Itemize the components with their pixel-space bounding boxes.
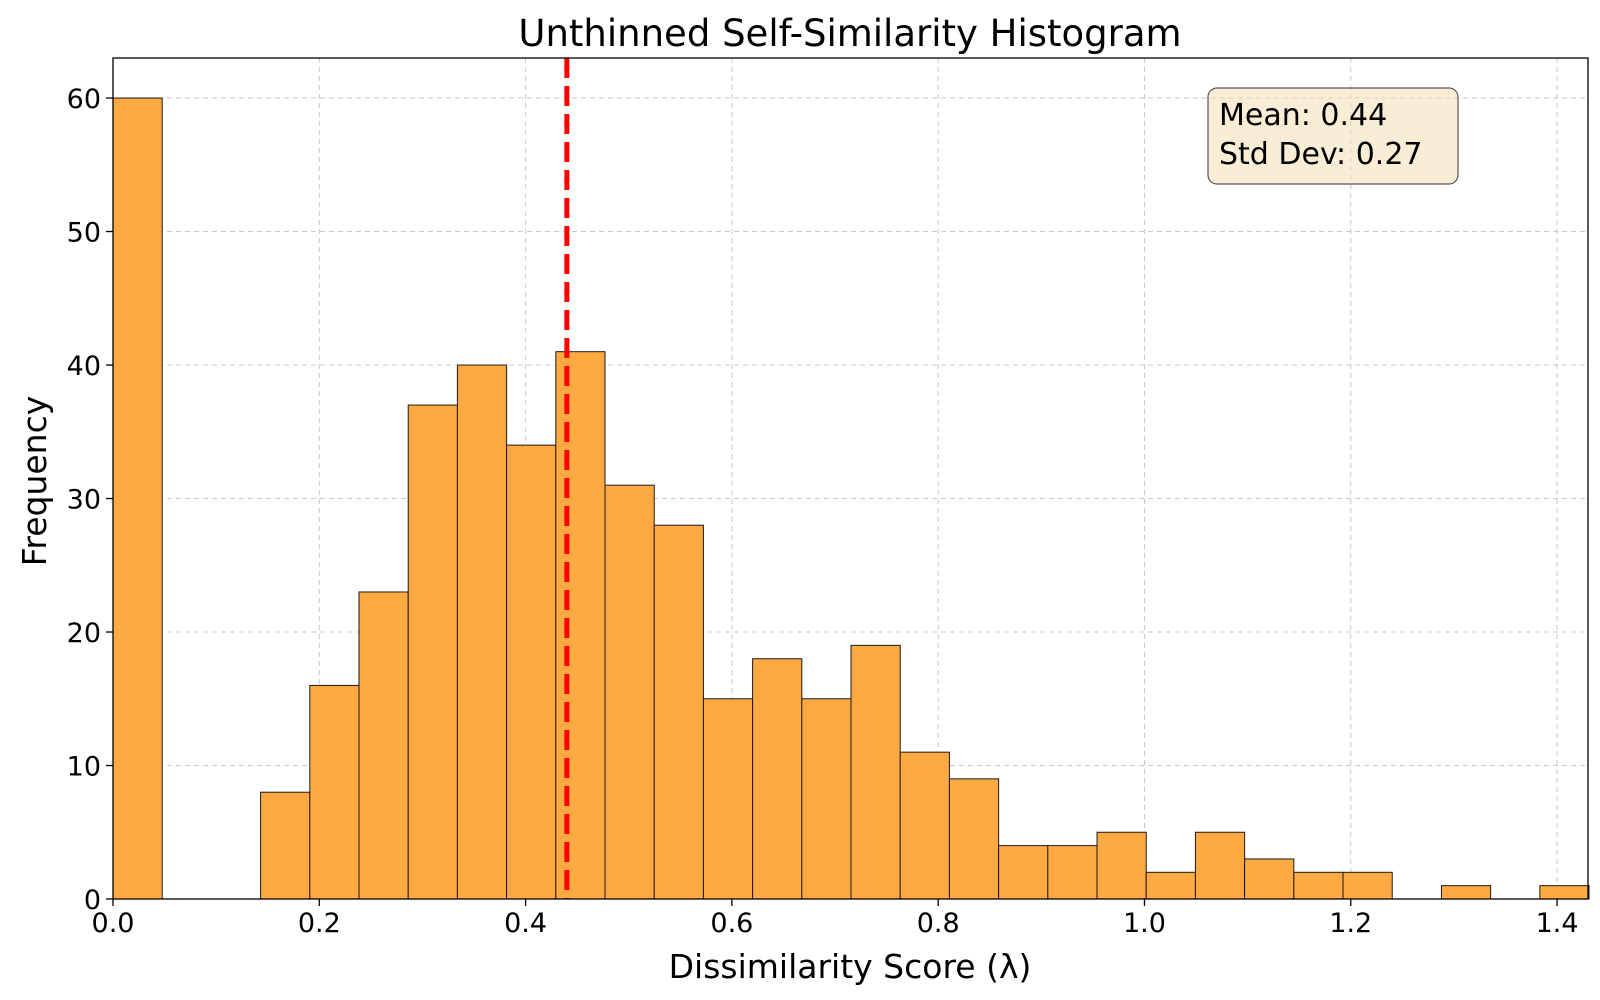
- stats-mean: Mean: 0.44: [1219, 98, 1387, 133]
- histogram-bar: [260, 791, 311, 900]
- stats-box: Mean: 0.44 Std Dev: 0.27: [1207, 87, 1459, 185]
- histogram-bar: [653, 524, 704, 900]
- x-axis-title: Dissimilarity Score (λ): [669, 947, 1032, 986]
- stats-box-background: [1207, 87, 1459, 185]
- histogram-bar: [1440, 885, 1492, 900]
- histogram-bar: [1539, 885, 1590, 900]
- stats-std: Std Dev: 0.27: [1219, 137, 1423, 172]
- histogram-bar: [702, 698, 754, 900]
- x-tick-label: 1.4: [1536, 908, 1579, 939]
- histogram-bar: [948, 778, 1000, 900]
- histogram-bar: [1047, 845, 1098, 900]
- histogram-bar: [1096, 831, 1147, 900]
- histogram-bar: [899, 751, 950, 900]
- x-tick-label: 0.8: [917, 908, 960, 939]
- histogram-bar: [1145, 871, 1196, 900]
- chart-title: Unthinned Self-Similarity Histogram: [518, 12, 1181, 55]
- histogram-bar: [604, 484, 655, 900]
- histogram-bar: [752, 658, 803, 900]
- x-tick-label: 0.4: [504, 908, 547, 939]
- y-tick-label: 40: [67, 351, 101, 382]
- y-axis-ticks: 0 10 20 30 40 50 60: [67, 84, 113, 916]
- histogram-bar: [456, 364, 508, 900]
- plot-frame: [112, 57, 1589, 900]
- y-tick-label: 20: [67, 618, 101, 649]
- histogram-bars: [112, 97, 1590, 900]
- histogram-bar: [1342, 871, 1393, 900]
- histogram-bar: [850, 644, 901, 900]
- histogram-bar: [358, 591, 409, 900]
- y-tick-label: 50: [67, 218, 101, 249]
- y-tick-label: 10: [67, 752, 101, 783]
- histogram-bar: [1244, 858, 1295, 900]
- x-tick-label: 0.6: [710, 908, 753, 939]
- histogram-bar: [506, 444, 557, 900]
- histogram-bar: [1194, 831, 1246, 900]
- y-tick-label: 30: [67, 485, 101, 516]
- histogram-bar: [801, 698, 852, 900]
- histogram-bar: [1293, 871, 1344, 900]
- y-tick-label: 60: [67, 84, 101, 115]
- y-axis-title: Frequency: [15, 396, 54, 566]
- histogram-bar: [555, 351, 606, 900]
- x-tick-label: 0.0: [92, 908, 135, 939]
- histogram-bar: [407, 404, 458, 900]
- y-tick-label: 0: [84, 885, 101, 916]
- histogram-bar: [112, 97, 163, 900]
- x-tick-label: 0.2: [298, 908, 341, 939]
- x-axis-ticks: 0.0 0.2 0.4 0.6 0.8 1.0 1.2 1.4: [92, 899, 1579, 939]
- x-tick-label: 1.2: [1329, 908, 1372, 939]
- histogram-bar: [998, 845, 1049, 900]
- x-tick-label: 1.0: [1123, 908, 1166, 939]
- histogram-bar: [309, 684, 360, 900]
